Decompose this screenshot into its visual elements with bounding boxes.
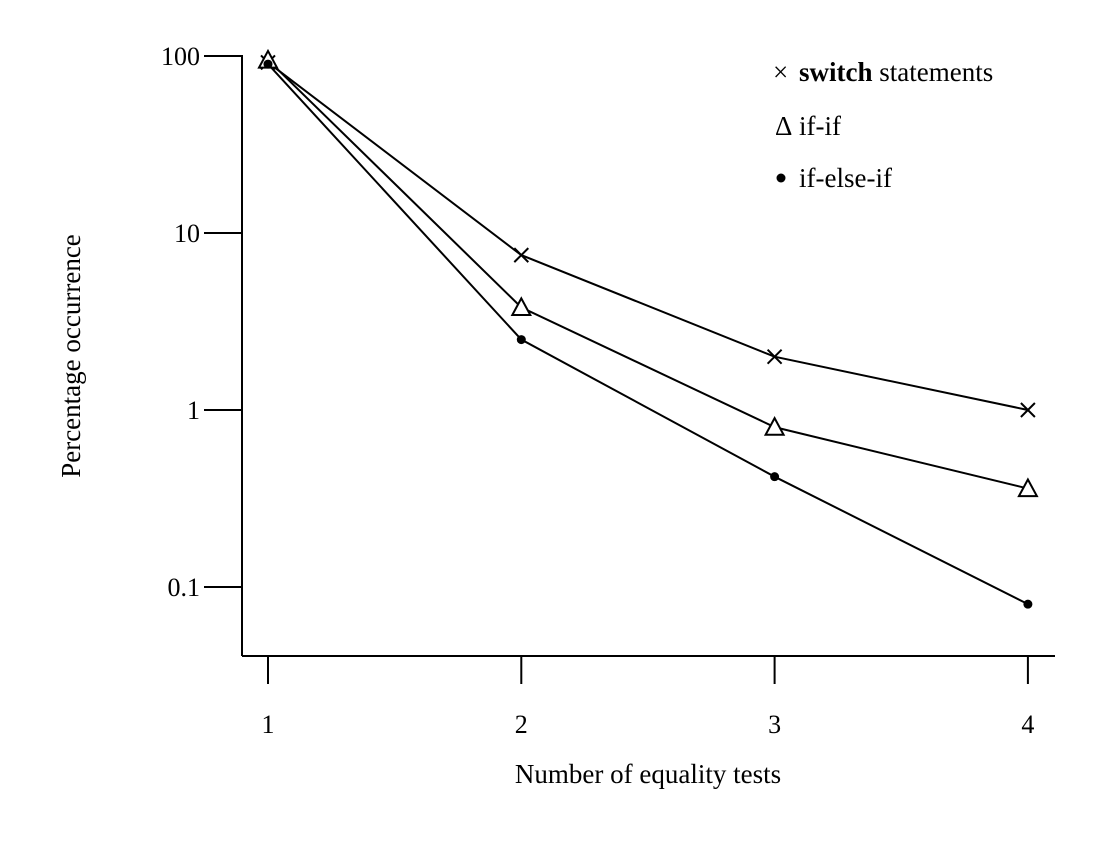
dot-marker bbox=[516, 335, 526, 345]
x-tick-label: 4 bbox=[1021, 710, 1034, 739]
legend-symbol bbox=[776, 173, 786, 183]
triangle-marker bbox=[763, 416, 786, 436]
legend-label: if-if bbox=[799, 111, 841, 141]
cross-marker bbox=[513, 247, 530, 263]
cross-marker bbox=[766, 349, 783, 365]
x-tick-label: 1 bbox=[262, 710, 275, 739]
x-tick-label: 2 bbox=[515, 710, 528, 739]
series-cross bbox=[260, 54, 1036, 418]
legend-label: switch statements bbox=[799, 57, 993, 87]
y-tick-label: 0.1 bbox=[168, 573, 201, 602]
legend-symbol: × bbox=[773, 57, 788, 87]
x-axis-title: Number of equality tests bbox=[515, 759, 781, 789]
legend-item-dot: if-else-if bbox=[776, 163, 892, 193]
triangle-marker bbox=[1017, 477, 1039, 498]
y-tick-label: 1 bbox=[187, 396, 200, 425]
triangle-marker bbox=[510, 296, 532, 317]
dot-marker bbox=[770, 472, 780, 482]
series-line bbox=[267, 63, 1029, 606]
series-layer bbox=[257, 48, 1039, 609]
series-line bbox=[267, 59, 1029, 490]
y-axis-title: Percentage occurrence bbox=[56, 234, 86, 478]
axes: 0.1 1 10 100 1 2 3 4 bbox=[161, 42, 1055, 739]
cross-marker bbox=[1020, 402, 1036, 418]
x-tick-label: 3 bbox=[768, 710, 781, 739]
dot-marker bbox=[263, 59, 273, 69]
y-tick-label: 10 bbox=[174, 219, 200, 248]
series-dot bbox=[263, 59, 1033, 609]
dot-marker bbox=[1023, 599, 1033, 609]
legend-symbol: Δ bbox=[775, 111, 792, 141]
legend-label: if-else-if bbox=[799, 163, 892, 193]
series-line bbox=[267, 61, 1029, 411]
y-tick-label: 100 bbox=[161, 42, 200, 71]
legend-item-cross: × switch statements bbox=[773, 57, 993, 87]
series-triangle bbox=[257, 48, 1039, 498]
